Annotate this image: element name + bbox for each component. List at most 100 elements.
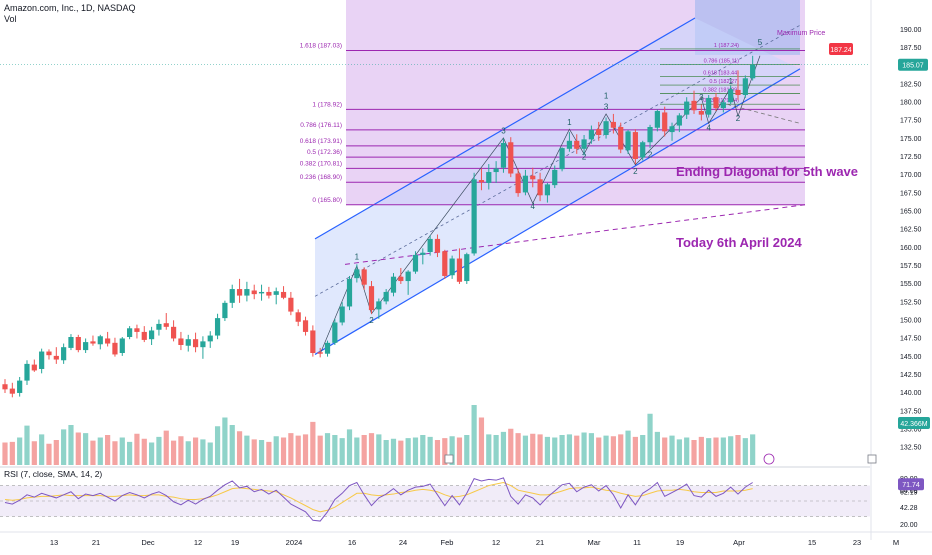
volume-bar [368, 433, 375, 465]
volume-bar [75, 432, 81, 465]
time-tick-label: 11 [633, 538, 641, 547]
candle-body [163, 323, 169, 327]
candle-body [676, 115, 682, 126]
volume-bar [83, 433, 89, 465]
time-tick-label: Feb [441, 538, 454, 547]
candle-body [258, 291, 265, 294]
volume-bar [266, 441, 272, 465]
volume-bar [207, 442, 213, 465]
volume-bar [559, 435, 565, 465]
volume-bar [398, 440, 404, 465]
volume-bar [317, 435, 323, 465]
volume-bar [640, 435, 646, 465]
candle-body [31, 364, 37, 371]
volume-bar [354, 437, 360, 465]
volume-bar [383, 440, 389, 465]
volume-bar [742, 438, 748, 465]
price-tick-label: 177.50 [900, 118, 922, 125]
candle-body [361, 269, 367, 285]
candle-body [750, 64, 756, 79]
volume-bar [610, 436, 616, 465]
candle-body [456, 258, 463, 282]
volume-bar [618, 434, 624, 465]
rsi-tick-label: 64.09 [900, 488, 918, 495]
time-tick-label: M [893, 538, 899, 547]
volume-bar [603, 435, 609, 465]
rsi-line [4, 477, 753, 522]
candle-body [640, 142, 646, 158]
time-tick-label: 2024 [286, 538, 303, 547]
candle-body [515, 173, 521, 194]
wave-label: 2 [736, 114, 741, 123]
volume-bar [295, 435, 301, 465]
wave-label: 4 [706, 124, 711, 133]
price-tick-label: 142.50 [900, 372, 922, 379]
candle-body [288, 297, 294, 312]
volume-bar [574, 435, 580, 465]
price-tick-label: 145.00 [900, 354, 922, 361]
volume-bar [244, 435, 250, 465]
candle-body [698, 111, 704, 115]
fib-level-label: 0.382 (170.81) [300, 160, 342, 167]
candle-body [647, 127, 653, 143]
candle-body [390, 276, 397, 293]
candle-body [537, 179, 543, 196]
candle-body [9, 388, 15, 394]
rsi-tick-label: 20.00 [900, 522, 918, 529]
volume-bar [676, 439, 682, 465]
dividend-icon [763, 453, 775, 465]
candle-body [398, 276, 404, 282]
candle-body [149, 330, 155, 340]
volume-bar [310, 421, 316, 465]
time-tick-label: 16 [348, 538, 356, 547]
volume-bar [346, 429, 353, 465]
wave-label: 1 [567, 118, 572, 127]
price-tick-label: 175.00 [900, 136, 922, 143]
time-tick-label: 12 [492, 538, 500, 547]
candle-body [500, 142, 507, 168]
candle-body [610, 121, 616, 128]
channel-lower-line [314, 68, 801, 355]
rsi-tag: 71.74 [902, 482, 920, 489]
wave-label: 2 [633, 167, 638, 176]
price-tick-label: 137.50 [900, 408, 922, 415]
candle-body [376, 301, 382, 310]
volume-bar [390, 438, 397, 465]
wave-label: 2 [648, 151, 653, 160]
volume-bar [112, 441, 118, 465]
volume-bar [544, 436, 551, 465]
volume-bar [236, 431, 243, 465]
fib2-level-label: 0.382 (181.09) [703, 88, 739, 94]
candle-body [302, 320, 309, 332]
fib-level-label: 1.618 (187.03) [300, 42, 342, 49]
time-tick-label: 21 [536, 538, 544, 547]
candle-body [464, 254, 470, 282]
candle-body [68, 337, 74, 348]
fib-level-label: 0.786 (176.11) [300, 122, 342, 129]
candle-body [566, 140, 573, 149]
candle-body [706, 97, 712, 115]
max-price-tag: 187.24 [830, 47, 852, 54]
candle-body [383, 291, 389, 302]
channel-mid-line [314, 24, 801, 297]
rsi-tag-bg [898, 478, 924, 491]
channel-fill [315, 18, 800, 355]
volume-bar [691, 440, 697, 465]
price-tick-label: 162.50 [900, 227, 922, 234]
wave-label: 1 [355, 252, 360, 261]
volume-bar [127, 441, 133, 465]
volume-bar [706, 438, 712, 465]
candle-body [317, 352, 323, 354]
time-tick-label: 15 [808, 538, 816, 547]
volume-bar [251, 439, 257, 465]
volume-bar [449, 436, 455, 465]
candle-body [141, 331, 147, 340]
last-price-tag-bg [898, 58, 928, 71]
volume-bar [17, 437, 23, 465]
annotation-ending-diagonal: Ending Diagonal for 5th wave [676, 164, 858, 179]
volume-bar [735, 435, 741, 465]
price-tick-label: 182.50 [900, 81, 922, 88]
candle-body [280, 291, 287, 298]
